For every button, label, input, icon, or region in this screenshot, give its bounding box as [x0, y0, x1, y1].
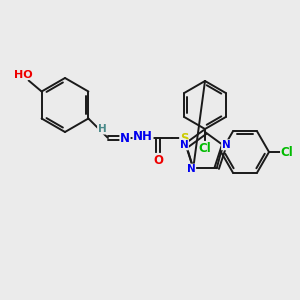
Text: N: N	[180, 140, 188, 150]
Text: N: N	[222, 140, 230, 150]
Text: HO: HO	[14, 70, 33, 80]
Text: N: N	[120, 131, 130, 145]
Text: H: H	[98, 124, 106, 134]
Text: O: O	[153, 154, 163, 166]
Text: Cl: Cl	[199, 142, 212, 154]
Text: NH: NH	[133, 130, 153, 143]
Text: N: N	[187, 164, 196, 174]
Text: S: S	[180, 131, 188, 145]
Text: Cl: Cl	[280, 146, 293, 158]
